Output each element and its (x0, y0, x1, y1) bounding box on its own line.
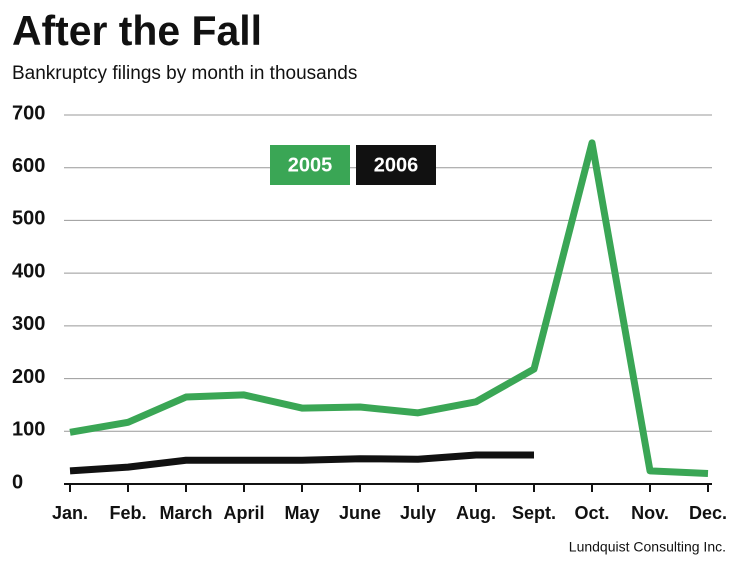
x-tick-label: Oct. (574, 503, 609, 523)
chart-subtitle: Bankruptcy filings by month in thousands (12, 63, 357, 84)
x-tick-label: May (284, 503, 319, 523)
x-tick-label: Aug. (456, 503, 496, 523)
x-tick-label: July (400, 503, 436, 523)
source: Lundquist Consulting Inc. (569, 539, 726, 555)
x-tick-label: Nov. (631, 503, 669, 523)
x-tick-label: April (223, 503, 264, 523)
x-tick-label: June (339, 503, 381, 523)
legend-label: 2006 (374, 154, 419, 176)
legend-swatch (270, 145, 350, 185)
y-tick-label: 100 (12, 419, 45, 441)
y-tick-label: 500 (12, 208, 45, 230)
y-tick-label: 700 (12, 102, 45, 124)
x-tick-label: March (159, 503, 212, 523)
y-tick-label: 200 (12, 366, 45, 388)
y-tick-label: 600 (12, 155, 45, 177)
line-series (69, 451, 534, 475)
x-tick-label: Dec. (689, 503, 727, 523)
line-series (69, 139, 709, 477)
y-tick-label: 400 (12, 260, 45, 282)
legend-label: 2005 (288, 154, 333, 176)
y-tick-label: 0 (12, 471, 23, 493)
x-tick-label: Feb. (109, 503, 146, 523)
legend-swatch (356, 145, 436, 185)
chart-title: After the Fall (12, 7, 262, 54)
x-tick-label: Sept. (512, 503, 556, 523)
y-tick-label: 300 (12, 313, 45, 335)
x-tick-label: Jan. (52, 503, 88, 523)
